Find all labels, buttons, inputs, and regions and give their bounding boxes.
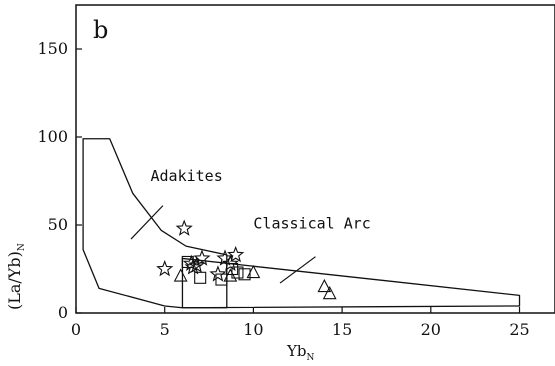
star-marker-9 — [227, 245, 245, 263]
x-tick-label-3: 15 — [332, 320, 352, 339]
fields-layer: Adakites Classical Arc — [82, 138, 521, 309]
star-marker-6 — [209, 265, 227, 282]
markers-layer — [156, 219, 337, 300]
square-marker-2 — [215, 273, 228, 286]
star-marker-5 — [184, 258, 202, 275]
triangle-marker-1 — [223, 268, 238, 282]
field-label-adakites: Adakites — [151, 167, 223, 185]
field-label-classical-arc: Classical Arc — [253, 215, 370, 233]
square-marker-1 — [194, 271, 207, 284]
x-axis-label-subscript: N — [307, 353, 315, 363]
x-tick-label-5: 25 — [509, 320, 529, 339]
y-axis-label-subscript: N — [17, 243, 27, 251]
x-tick-label-0: 0 — [71, 320, 81, 339]
y-axis-label: (La/Yb)N — [5, 243, 27, 310]
y-tick-label-1: 50 — [48, 215, 68, 234]
ticks-layer: 0 5 10 15 20 25 0 50 100 150 — [37, 39, 529, 339]
field-leader-classical-arc — [279, 256, 316, 284]
x-tick-label-1: 5 — [160, 320, 170, 339]
plot-frame — [75, 4, 555, 314]
x-tick-label-2: 10 — [243, 320, 263, 339]
star-marker-0 — [175, 219, 193, 236]
triangle-marker-3 — [317, 278, 332, 293]
square-marker-5 — [238, 268, 251, 281]
star-marker-4 — [193, 249, 211, 266]
square-marker-0 — [181, 255, 194, 269]
y-tick-label-0: 0 — [58, 303, 68, 322]
y-tick-label-2: 100 — [37, 127, 68, 146]
y-tick-label-3: 150 — [37, 39, 68, 58]
panel-label: b — [93, 16, 108, 44]
triangle-marker-0 — [173, 268, 188, 282]
star-marker-8 — [221, 254, 239, 272]
x-axis-label: YbN — [286, 342, 315, 363]
field-classical-arc — [181, 257, 521, 309]
x-tick-label-4: 20 — [421, 320, 441, 339]
field-leader-adakites — [130, 205, 164, 240]
star-marker-1 — [156, 259, 174, 277]
triangle-marker-4 — [322, 285, 337, 300]
triangle-marker-2 — [246, 264, 261, 279]
